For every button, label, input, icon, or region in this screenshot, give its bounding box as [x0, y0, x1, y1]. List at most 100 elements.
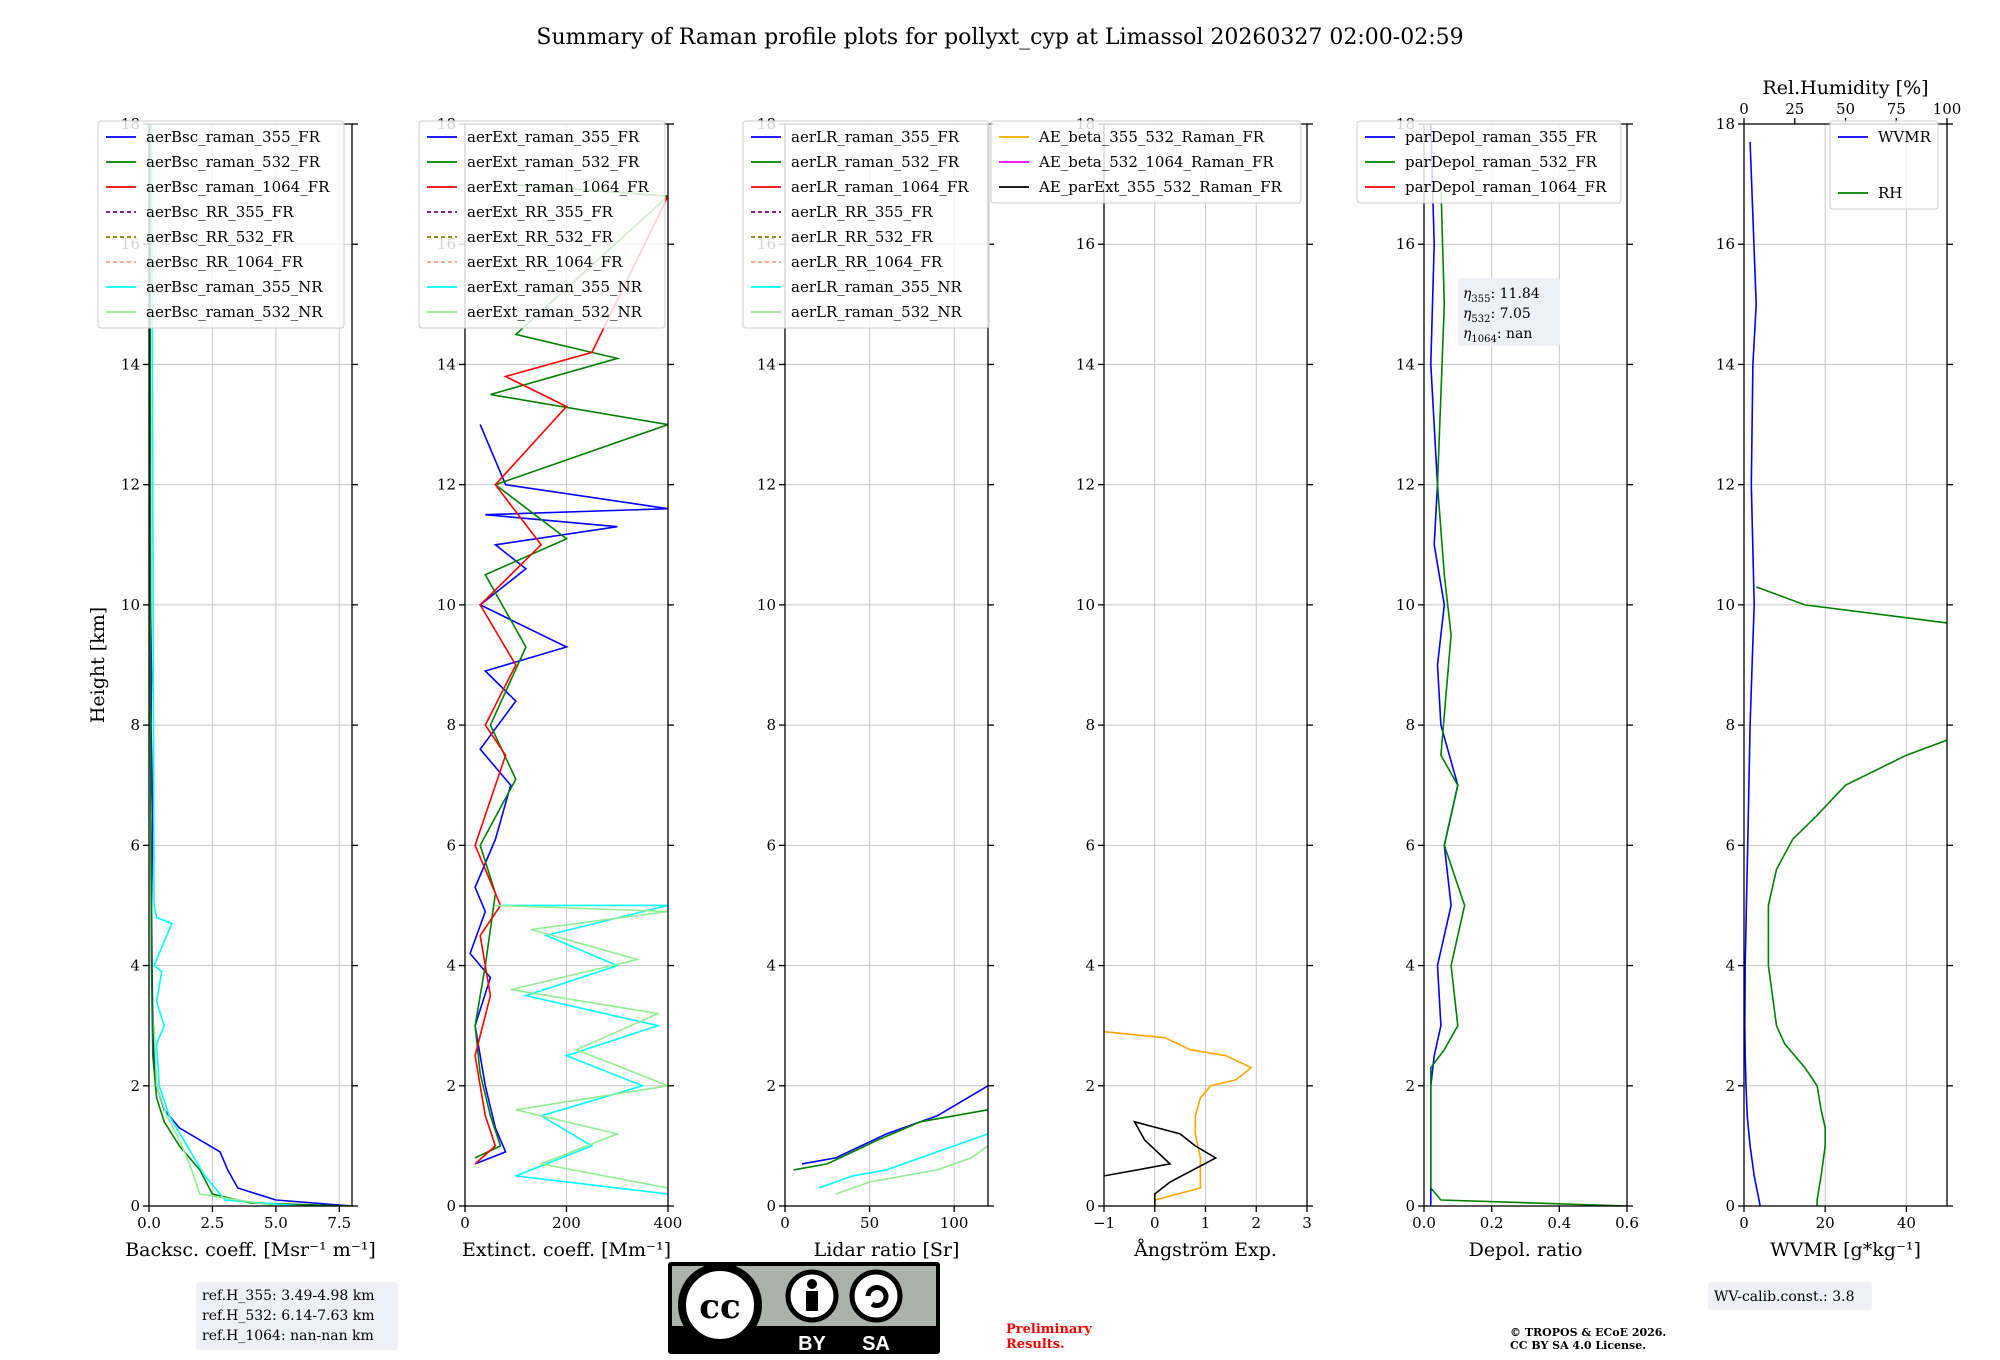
legend: aerLR_raman_355_FR aerLR_raman_532_FR aerL… [742, 120, 990, 329]
copyright-line-1: © TROPOS & ECoE 2026. [1510, 1326, 1666, 1339]
legend-box [97, 120, 345, 329]
legend-label-2: AE_parExt_355_532_Raman_FR [1038, 178, 1283, 196]
series-group [149, 124, 352, 1206]
y-tick-label-0: 0 [1085, 1197, 1095, 1215]
y-tick-label-3: 6 [130, 836, 140, 854]
series-aerLR_raman_355_NR [818, 1133, 988, 1189]
eta-value-532: η532: 7.05 [1463, 306, 1531, 325]
x-tick-label-2: 400 [654, 1214, 683, 1232]
preliminary-line-2: Results. [1006, 1337, 1065, 1352]
series-aerExt_raman_1064_FR [474, 195, 668, 1165]
x2-tick-label-3: 75 [1887, 100, 1906, 118]
y-tick-label-3: 6 [1405, 836, 1415, 854]
copyright-line-2: CC BY SA 4.0 License. [1510, 1339, 1646, 1352]
legend-label-3: aerExt_RR_355_FR [467, 203, 614, 221]
y-tick-label-2: 4 [766, 957, 776, 975]
legend-box [742, 120, 990, 329]
cc-license-badge: cc BY SA [668, 1262, 940, 1355]
y-tick-label-6: 12 [1396, 476, 1415, 494]
x-tick-label-2: 40 [1897, 1214, 1916, 1232]
legend-label-0: AE_beta_355_532_Raman_FR [1038, 128, 1265, 146]
legend-label-6: aerLR_raman_355_NR [791, 278, 962, 296]
series-aerExt_raman_355_FR [469, 424, 668, 1165]
y-tick-label-1: 2 [1725, 1077, 1735, 1095]
x2-tick-label-4: 100 [1933, 100, 1962, 118]
series-group [1104, 1030, 1253, 1206]
ref-height-1064: ref.H_1064: nan-nan km [202, 1328, 374, 1344]
series-aerBsc_raman_532_NR [153, 1025, 277, 1206]
x-tick-label-0: 0 [460, 1214, 470, 1232]
y-tick-label-6: 12 [757, 476, 776, 494]
series-aerLR_raman_355_FR [801, 1085, 988, 1165]
y-tick-label-3: 6 [1725, 836, 1735, 854]
x-tick-label-3: 7.5 [327, 1214, 351, 1232]
legend-label-2: aerBsc_raman_1064_FR [146, 178, 330, 196]
badge-sa-label: SA [862, 1333, 890, 1355]
y-tick-label-2: 4 [1405, 957, 1415, 975]
cc-logo-text: cc [699, 1287, 740, 1327]
x-tick-label-0: −1 [1093, 1214, 1115, 1232]
y-tick-label-1: 2 [446, 1077, 456, 1095]
legend-label-4: aerLR_RR_532_FR [791, 228, 933, 246]
x-tick-label-0: 0 [780, 1214, 790, 1232]
y-tick-label-3: 6 [766, 836, 776, 854]
x-tick-label-2: 0.4 [1547, 1214, 1571, 1232]
legend-label-5: aerLR_RR_1064_FR [791, 253, 943, 271]
figure-title: Summary of Raman profile plots for polly… [536, 25, 1463, 50]
legend-label-4: aerExt_RR_532_FR [467, 228, 614, 246]
legend-box [418, 120, 666, 329]
share-alike-icon [849, 1269, 903, 1323]
eta-box [1458, 278, 1560, 346]
x2-tick-label-1: 25 [1785, 100, 1804, 118]
legend-label-5: aerExt_RR_1064_FR [467, 253, 623, 271]
y-tick-label-8: 16 [1716, 235, 1735, 253]
series-WVMR [1744, 141, 1761, 1206]
y-axis-label: Height [km] [87, 607, 109, 723]
y-tick-label-7: 14 [1716, 355, 1735, 373]
y-tick-label-5: 10 [1716, 596, 1735, 614]
legend-label-3: aerBsc_RR_355_FR [146, 203, 294, 221]
panel-ext: 0246810121416180200400Extinct. coeff. [M… [418, 115, 683, 1261]
legend-label-1: aerBsc_raman_532_FR [146, 153, 321, 171]
y-tick-label-0: 0 [1405, 1197, 1415, 1215]
y-tick-label-1: 2 [1085, 1077, 1095, 1095]
preliminary-line-1: Preliminary [1006, 1322, 1092, 1337]
legend-label-2: aerLR_raman_1064_FR [791, 178, 969, 196]
legend: AE_beta_355_532_Raman_FR AE_beta_532_1064… [990, 120, 1302, 204]
y-tick-label-6: 12 [437, 476, 456, 494]
legend-box [1356, 120, 1622, 204]
y-tick-label-7: 14 [1396, 355, 1415, 373]
x2-tick-label-0: 0 [1739, 100, 1749, 118]
y-tick-label-7: 14 [757, 355, 776, 373]
y-tick-label-5: 10 [757, 596, 776, 614]
wv-calib-text: WV-calib.const.: 3.8 [1714, 1289, 1854, 1305]
y-tick-label-3: 6 [1085, 836, 1095, 854]
badge-by-label: BY [798, 1333, 826, 1355]
series-RH [1755, 586, 1947, 1206]
legend-label-1: aerLR_raman_532_FR [791, 153, 960, 171]
y-tick-label-1: 2 [766, 1077, 776, 1095]
y-tick-label-4: 8 [1725, 716, 1735, 734]
y-tick-label-6: 12 [121, 476, 140, 494]
x-axis-label: Ångström Exp. [1133, 1239, 1277, 1261]
x-axis-label: Extinct. coeff. [Mm⁻¹] [462, 1239, 671, 1261]
secondary-axis-title: Rel.Humidity [%] [1762, 77, 1928, 99]
x-tick-label-2: 5.0 [264, 1214, 288, 1232]
wv-calib-box: WV-calib.const.: 3.8 [1708, 1282, 1872, 1310]
y-tick-label-8: 16 [1396, 235, 1415, 253]
x-tick-label-2: 1 [1201, 1214, 1211, 1232]
series-group [469, 183, 668, 1195]
series-parDepol_raman_355_FR [1429, 124, 1459, 1206]
x-tick-label-0: 0.0 [137, 1214, 161, 1232]
x-tick-label-0: 0.0 [1412, 1214, 1436, 1232]
x-tick-label-0: 0 [1739, 1214, 1749, 1232]
legend-label-6: aerExt_raman_355_NR [467, 278, 643, 296]
y-tick-label-4: 8 [446, 716, 456, 734]
y-tick-label-1: 2 [130, 1077, 140, 1095]
legend-label-1: RH [1878, 184, 1902, 202]
y-tick-label-0: 0 [1725, 1197, 1735, 1215]
